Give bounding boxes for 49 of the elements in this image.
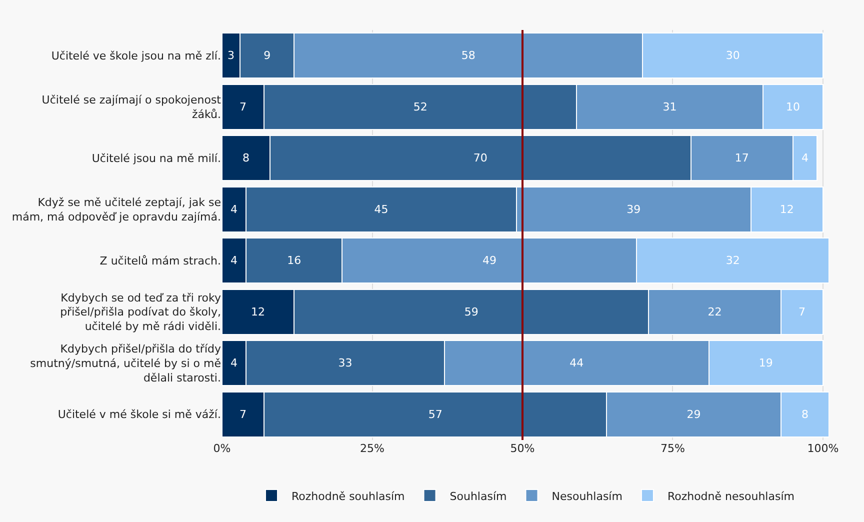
data-label: 33	[338, 356, 352, 370]
y-tick-label: Učitelé ve škole jsou na mě zlí.	[51, 49, 221, 62]
data-label: 49	[482, 254, 496, 268]
data-label: 45	[374, 202, 388, 216]
data-label: 16	[287, 254, 302, 268]
y-tick-label: Učitelé jsou na mě milí.	[92, 152, 221, 165]
legend-label: Souhlasím	[450, 490, 507, 503]
x-tick-label: 75%	[660, 442, 685, 455]
data-label: 12	[780, 202, 794, 216]
legend-label: Nesouhlasím	[552, 490, 622, 503]
data-label: 4	[230, 202, 238, 216]
data-label: 12	[251, 305, 266, 318]
data-label: 10	[786, 100, 800, 114]
y-tick-label: Učitelé v mé škole si mě váží.	[58, 408, 221, 422]
x-tick-label: 100%	[807, 442, 839, 455]
y-tick-label: Kdybych se od teď za tři roky přišel/přišla podívat do školy, učitelé by mě rádi viděli.	[60, 291, 222, 334]
data-label: 58	[461, 49, 476, 62]
x-tick-label: 25%	[360, 442, 384, 455]
x-tick-label: 0%	[213, 442, 231, 455]
data-label: 44	[570, 356, 584, 370]
data-label: 31	[662, 100, 677, 114]
data-label: 19	[758, 356, 773, 370]
y-tick-label: Kdybych přišel/přišla do třídy smutný/smutná, učitelé by si o mě dělali starosti.	[30, 342, 222, 384]
x-tick-label: 50%	[510, 442, 535, 455]
data-label: 70	[473, 152, 488, 165]
data-label: 3	[228, 49, 235, 62]
data-label: 22	[708, 305, 722, 318]
data-label: 4	[230, 356, 238, 370]
data-label: 30	[726, 49, 740, 62]
data-label: 59	[464, 305, 478, 318]
data-label: 52	[413, 100, 428, 114]
legend-label: Rozhodně souhlasím	[292, 490, 405, 503]
y-tick-label: Učitelé se zajímají o spokojenost žáků.	[42, 94, 222, 121]
y-tick-label: Z učitelů mám strach.	[100, 254, 221, 268]
data-label: 9	[264, 49, 271, 62]
data-label: 17	[734, 152, 749, 165]
data-label: 4	[801, 152, 808, 165]
data-label: 39	[626, 202, 641, 216]
data-label: 29	[686, 408, 701, 421]
y-tick-label: Když se mě učitelé zeptají, jak se mám, má odpověď je opravdu zajímá.	[12, 196, 222, 224]
legend-label: Rozhodně nesouhlasím	[667, 490, 794, 503]
data-label: 57	[428, 408, 442, 421]
data-label: 7	[240, 100, 247, 114]
data-label: 7	[240, 408, 247, 421]
data-label: 7	[798, 305, 806, 318]
data-label: 32	[726, 254, 740, 268]
data-label: 4	[230, 254, 238, 268]
data-label: 8	[242, 152, 250, 165]
data-label: 8	[801, 408, 808, 421]
